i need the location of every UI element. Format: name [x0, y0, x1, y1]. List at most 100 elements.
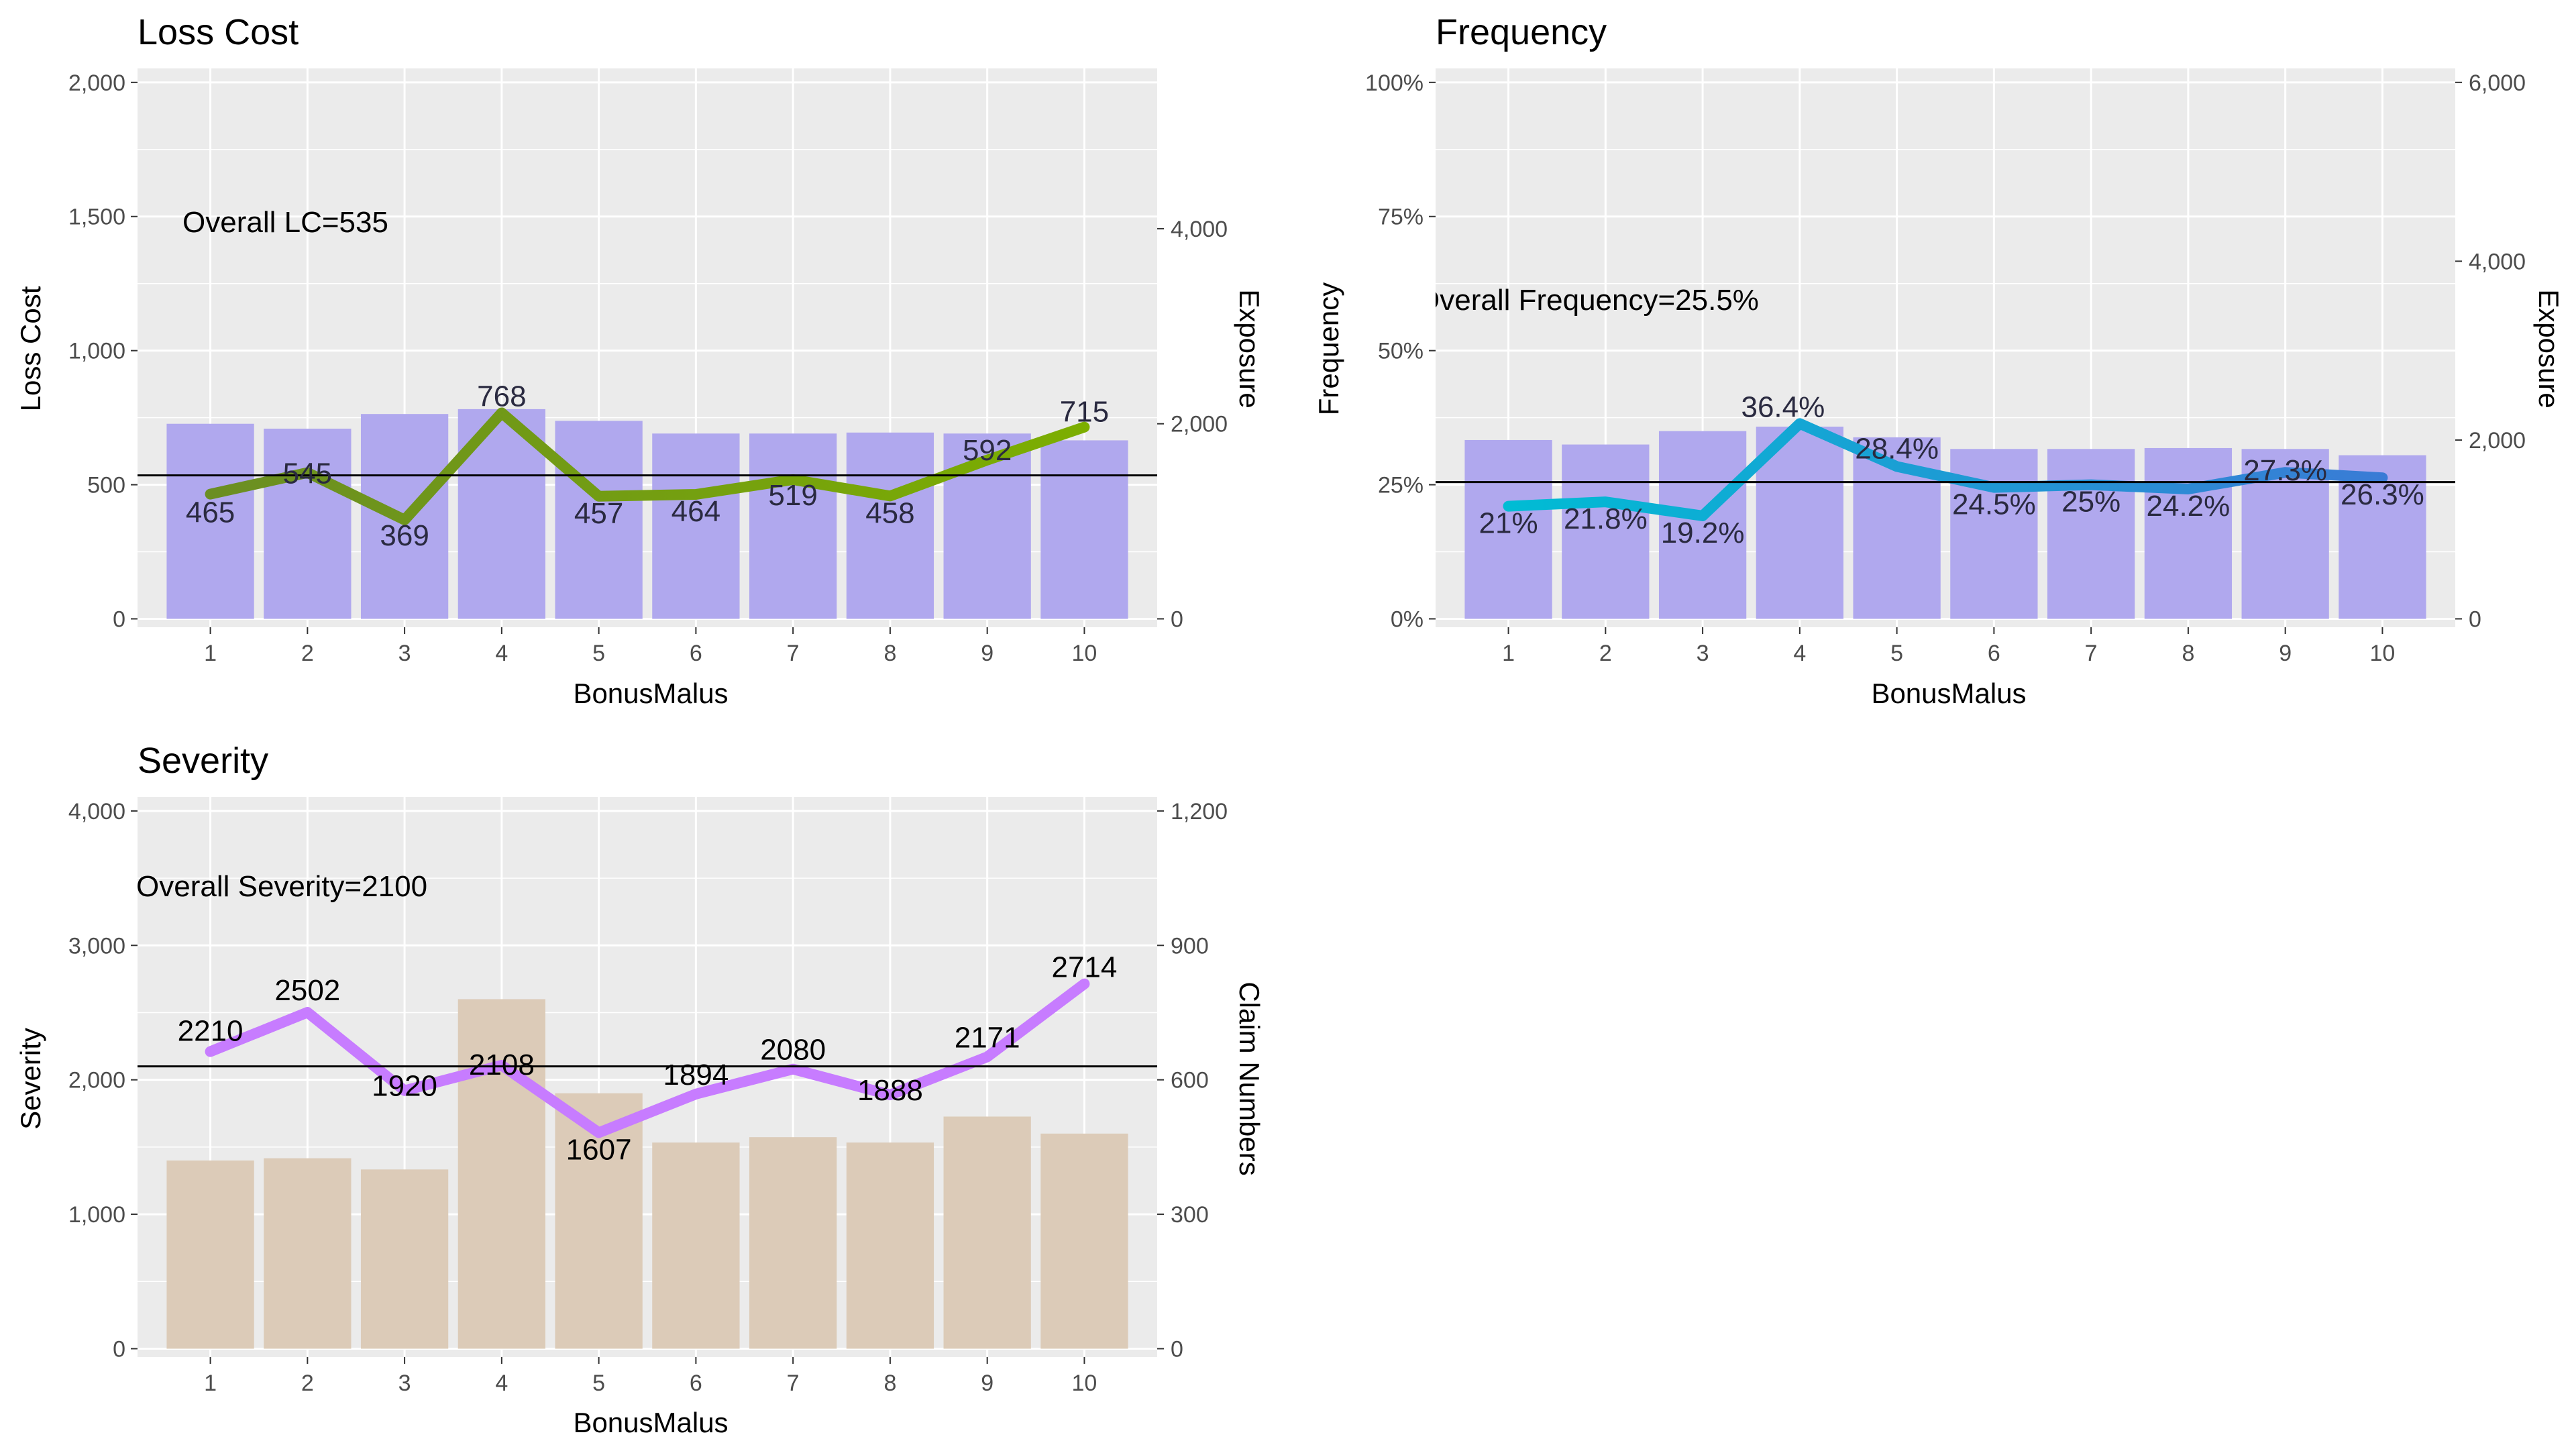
severity-bar [652, 1142, 740, 1349]
loss-cost-data-label: 458 [865, 496, 914, 529]
loss-cost-data-label: 369 [380, 519, 429, 552]
frequency-xtick-label: 2 [1599, 641, 1612, 666]
severity-xtick-label: 8 [883, 1371, 896, 1396]
severity-ytick-label: 0 [113, 1336, 125, 1362]
severity-y2tick-label: 300 [1171, 1202, 1209, 1228]
severity-ytick-label: 3,000 [68, 933, 125, 959]
frequency-bar [1658, 431, 1747, 619]
loss-cost-xtick-label: 8 [883, 641, 896, 666]
frequency-data-label: 24.5% [1952, 488, 2036, 521]
severity-point [303, 1008, 311, 1016]
severity-point [207, 1048, 215, 1056]
frequency-data-label: 27.3% [2243, 454, 2327, 487]
loss-cost-bar [264, 428, 352, 619]
severity-xtick-label: 3 [398, 1371, 411, 1396]
severity-overall-label: Overall Severity=2100 [136, 870, 427, 903]
frequency-xlabel: BonusMalus [1871, 678, 2026, 709]
loss-cost-xtick-label: 7 [787, 641, 800, 666]
loss-cost-xlabel: BonusMalus [573, 678, 728, 709]
frequency-line [1503, 418, 2388, 521]
loss-cost-y2tick-label: 2,000 [1171, 412, 1228, 437]
frequency-data-label: 21% [1479, 507, 1538, 540]
loss-cost-xtick-label: 4 [495, 641, 508, 666]
severity-data-label: 1607 [566, 1133, 632, 1166]
severity-y2label: Claim Numbers [1234, 981, 1265, 1175]
frequency-bar [2144, 447, 2233, 619]
severity-plot: 0 1,000 2,000 3,000 4,000 0 300 600 900 1,200 1 2 3 4… [68, 797, 1228, 1396]
frequency-bar [2047, 449, 2135, 619]
loss-cost-title: Loss Cost [138, 12, 299, 52]
frequency-y2tick-label: 0 [2469, 607, 2481, 633]
frequency-xtick-label: 6 [1988, 641, 2000, 666]
loss-cost-data-label: 465 [186, 496, 235, 529]
severity-xtick-label: 2 [301, 1371, 314, 1396]
severity-data-label: 2714 [1051, 951, 1117, 984]
severity-bar [1040, 1133, 1128, 1349]
frequency-data-label: 19.2% [1661, 517, 1745, 549]
severity-y2tick-label: 0 [1171, 1336, 1183, 1362]
loss-cost-bar [652, 433, 740, 619]
severity-title: Severity [138, 741, 268, 781]
loss-cost-bar [555, 421, 643, 619]
severity-data-label: 2080 [760, 1034, 826, 1067]
loss-cost-ytick-label: 1,000 [68, 339, 125, 364]
severity-y2tick-label: 1,200 [1171, 799, 1228, 824]
loss-cost-data-label: 457 [574, 497, 623, 530]
loss-cost-xtick-label: 5 [592, 641, 605, 666]
severity-bar [943, 1116, 1031, 1349]
frequency-xtick-label: 4 [1793, 641, 1806, 666]
severity-bar [846, 1142, 934, 1349]
severity-xtick-label: 1 [204, 1371, 217, 1396]
severity-ylabel: Severity [15, 1028, 46, 1130]
frequency-xtick-label: 10 [2370, 641, 2396, 666]
severity-data-label: 1888 [857, 1074, 923, 1107]
loss-cost-plot: 0 500 1,000 1,500 2,000 0 2,000 4,000 1 2 3 4 5 6 7 8 9 1… [68, 68, 1228, 666]
severity-y2tick-label: 600 [1171, 1068, 1209, 1093]
loss-cost-line [205, 407, 1090, 525]
severity-xtick-label: 10 [1072, 1371, 1097, 1396]
frequency-xtick-label: 3 [1697, 641, 1709, 666]
severity-xtick-label: 5 [592, 1371, 605, 1396]
loss-cost-data-label: 545 [283, 458, 332, 490]
frequency-bar [1464, 439, 1552, 619]
severity-data-label: 2502 [274, 974, 340, 1007]
frequency-data-label: 26.3% [2341, 478, 2424, 511]
frequency-data-label: 28.4% [1855, 432, 1939, 465]
loss-cost-data-label: 715 [1060, 396, 1109, 429]
severity-bar [360, 1169, 449, 1349]
severity-bar [458, 999, 545, 1349]
loss-cost-data-label: 519 [768, 479, 817, 512]
loss-cost-xtick-label: 10 [1072, 641, 1097, 666]
frequency-y2tick-label: 2,000 [2469, 428, 2526, 453]
loss-cost-ytick-label: 500 [87, 473, 125, 498]
severity-data-label: 2210 [178, 1015, 244, 1048]
loss-cost-y2label: Exposure [1234, 289, 1265, 408]
frequency-data-label: 36.4% [1741, 390, 1825, 423]
frequency-xtick-label: 9 [2279, 641, 2292, 666]
severity-bar [166, 1160, 254, 1349]
frequency-data-label: 25% [2061, 486, 2121, 519]
severity-xtick-label: 9 [981, 1371, 994, 1396]
severity-data-label: 2171 [955, 1021, 1020, 1054]
loss-cost-xtick-label: 6 [690, 641, 702, 666]
loss-cost-ytick-label: 1,500 [68, 205, 125, 230]
frequency-data-label: 21.8% [1564, 502, 1648, 535]
loss-cost-bar [846, 432, 934, 619]
loss-cost-ytick-label: 2,000 [68, 70, 125, 96]
frequency-xtick-label: 5 [1890, 641, 1903, 666]
frequency-y2label: Exposure [2533, 289, 2565, 408]
loss-cost-ylabel: Loss Cost [15, 286, 46, 411]
frequency-ylabel: Frequency [1313, 282, 1344, 415]
severity-ytick-label: 2,000 [68, 1068, 125, 1093]
severity-ytick-label: 1,000 [68, 1202, 125, 1228]
frequency-overall-label: Overall Frequency=25.5% [1417, 284, 1759, 317]
severity-bar [264, 1158, 352, 1349]
loss-cost-xtick-label: 2 [301, 641, 314, 666]
severity-xtick-label: 4 [495, 1371, 508, 1396]
frequency-plot: 0% 25% 50% 75% 100% 0 2,000 4,000 6,000 1 2 3 4 5 6 7 8 9… [1365, 68, 2526, 666]
severity-xtick-label: 7 [787, 1371, 800, 1396]
loss-cost-bar [749, 433, 837, 619]
severity-line [205, 978, 1090, 1138]
frequency-ytick-label: 75% [1378, 205, 1424, 230]
